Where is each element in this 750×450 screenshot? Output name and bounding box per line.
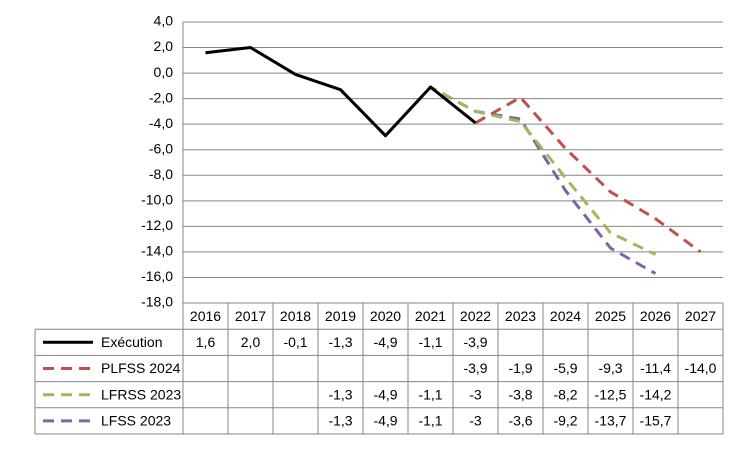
data-label: -5,9 [553,360,577,376]
x-tick-label: 2021 [415,308,446,324]
y-tick-label: 0,0 [154,64,174,80]
series-line [474,95,702,254]
data-label: -3,8 [508,386,532,402]
data-label: -1,1 [418,413,442,429]
data-label: -3,9 [463,334,487,350]
data-label: -1,3 [328,334,352,350]
data-label: -9,3 [598,360,622,376]
data-label: -13,7 [595,413,627,429]
y-tick-label: -8,0 [149,166,173,182]
x-tick-label: 2018 [280,308,311,324]
x-tick-label: 2026 [640,308,671,324]
series-line [339,85,657,256]
data-label: -11,4 [640,360,671,376]
legend-label: LFRSS 2023 [101,386,181,402]
data-label: -14,0 [685,360,717,376]
data-label: -3,6 [508,413,532,429]
y-tick-label: -2,0 [149,89,173,105]
y-tick-label: -4,0 [149,115,173,131]
data-label: -3,9 [463,360,487,376]
data-label: -4,9 [373,334,397,350]
x-tick-label: 2023 [505,308,536,324]
legend-label: LFSS 2023 [101,413,171,429]
data-label: -3 [469,413,482,429]
data-label: -1,3 [328,386,352,402]
data-label: -4,9 [373,413,397,429]
data-label: -15,7 [640,413,672,429]
x-tick-label: 2017 [235,308,266,324]
data-label: -1,3 [328,413,352,429]
y-tick-label: 4,0 [154,13,174,29]
y-tick-label: 2,0 [154,38,174,54]
data-label: -1,1 [418,334,442,350]
series-line [205,46,477,138]
x-tick-label: 2027 [685,308,716,324]
data-label: -1,9 [508,360,532,376]
y-tick-label: -18,0 [141,294,173,310]
legend-label: PLFSS 2024 [101,360,181,376]
data-label: -8,2 [553,386,577,402]
y-tick-label: -10,0 [141,192,173,208]
data-label: -1,1 [418,386,442,402]
x-tick-label: 2016 [190,308,221,324]
data-label: -4,9 [373,386,397,402]
legend-label: Exécution [101,334,162,350]
y-tick-label: -16,0 [141,268,173,284]
y-tick-label: -14,0 [141,243,173,259]
y-tick-label: -12,0 [141,217,173,233]
x-tick-label: 2022 [460,308,491,324]
x-tick-label: 2019 [325,308,356,324]
x-tick-label: 2024 [550,308,581,324]
data-label: 1,6 [196,334,216,350]
data-label: -9,2 [553,413,577,429]
data-label: -3 [469,386,482,402]
data-label: -14,2 [640,386,672,402]
data-label: -12,5 [595,386,627,402]
y-tick-label: -6,0 [149,140,173,156]
data-label: -0,1 [283,334,307,350]
data-label: 2,0 [241,334,261,350]
x-tick-label: 2020 [370,308,401,324]
x-tick-label: 2025 [595,308,626,324]
